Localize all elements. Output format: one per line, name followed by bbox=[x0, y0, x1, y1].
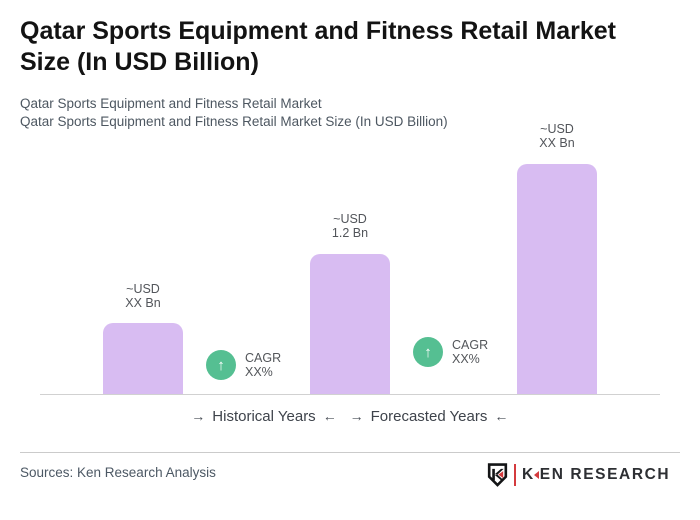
cagr-label: CAGR bbox=[245, 351, 282, 365]
logo-wordmark-k: K bbox=[522, 465, 535, 483]
left-arrow-icon: ← bbox=[322, 408, 337, 424]
right-arrow-icon: → bbox=[349, 408, 364, 424]
x-axis-line bbox=[40, 394, 660, 395]
bar-value-label: ~USD XX Bn bbox=[502, 122, 612, 150]
bar-value-line-2: XX Bn bbox=[125, 296, 161, 310]
ken-research-logo: K EN RESEARCH bbox=[487, 461, 670, 488]
bar-forecast-end bbox=[517, 164, 597, 395]
bar-value-line-2: 1.2 Bn bbox=[331, 226, 369, 240]
cagr-badge: ↑ bbox=[206, 350, 236, 380]
logo-wordmark-rest: EN RESEARCH bbox=[539, 465, 671, 483]
x-axis-group-historical: → Historical Years ← bbox=[191, 408, 336, 425]
sources-text: Sources: Ken Research Analysis bbox=[20, 465, 216, 480]
bar-value-label: ~USD XX Bn bbox=[88, 282, 198, 310]
bar-value-line-2: XX Bn bbox=[539, 136, 575, 150]
x-axis-group-forecasted: → Forecasted Years ← bbox=[350, 408, 509, 425]
bar-value-line-1: ~USD bbox=[126, 282, 160, 296]
logo-wordmark: K EN RESEARCH bbox=[522, 466, 670, 484]
cagr-annotation: CAGR XX% bbox=[245, 351, 281, 379]
bar-value-line-1: ~USD bbox=[333, 212, 367, 226]
bar-historical-start bbox=[103, 323, 183, 395]
cagr-badge: ↑ bbox=[413, 337, 443, 367]
bar-value-line-1: ~USD bbox=[540, 122, 574, 136]
chart-subtitle: Qatar Sports Equipment and Fitness Retai… bbox=[20, 95, 448, 131]
left-arrow-icon: ← bbox=[494, 408, 509, 424]
up-arrow-icon: ↑ bbox=[217, 356, 225, 374]
cagr-value: XX% bbox=[245, 365, 273, 379]
bar-value-label: ~USD 1.2 Bn bbox=[295, 212, 405, 240]
right-arrow-icon: → bbox=[191, 408, 206, 424]
page-title: Qatar Sports Equipment and Fitness Retai… bbox=[20, 17, 616, 76]
wordmark-k-triangle-icon bbox=[533, 470, 539, 479]
subtitle-line-1: Qatar Sports Equipment and Fitness Retai… bbox=[20, 96, 322, 111]
up-arrow-icon: ↑ bbox=[424, 343, 432, 361]
shield-k-icon bbox=[487, 462, 508, 487]
bar-current bbox=[310, 254, 390, 395]
footer-divider bbox=[20, 452, 680, 453]
cagr-label: CAGR bbox=[452, 338, 489, 352]
cagr-value: XX% bbox=[452, 352, 480, 366]
cagr-annotation: CAGR XX% bbox=[452, 338, 488, 366]
x-axis-group-label: Forecasted Years bbox=[370, 408, 488, 425]
subtitle-line-2: Qatar Sports Equipment and Fitness Retai… bbox=[20, 114, 448, 129]
x-axis-group-label: Historical Years bbox=[212, 408, 316, 425]
logo-red-divider bbox=[514, 463, 516, 486]
